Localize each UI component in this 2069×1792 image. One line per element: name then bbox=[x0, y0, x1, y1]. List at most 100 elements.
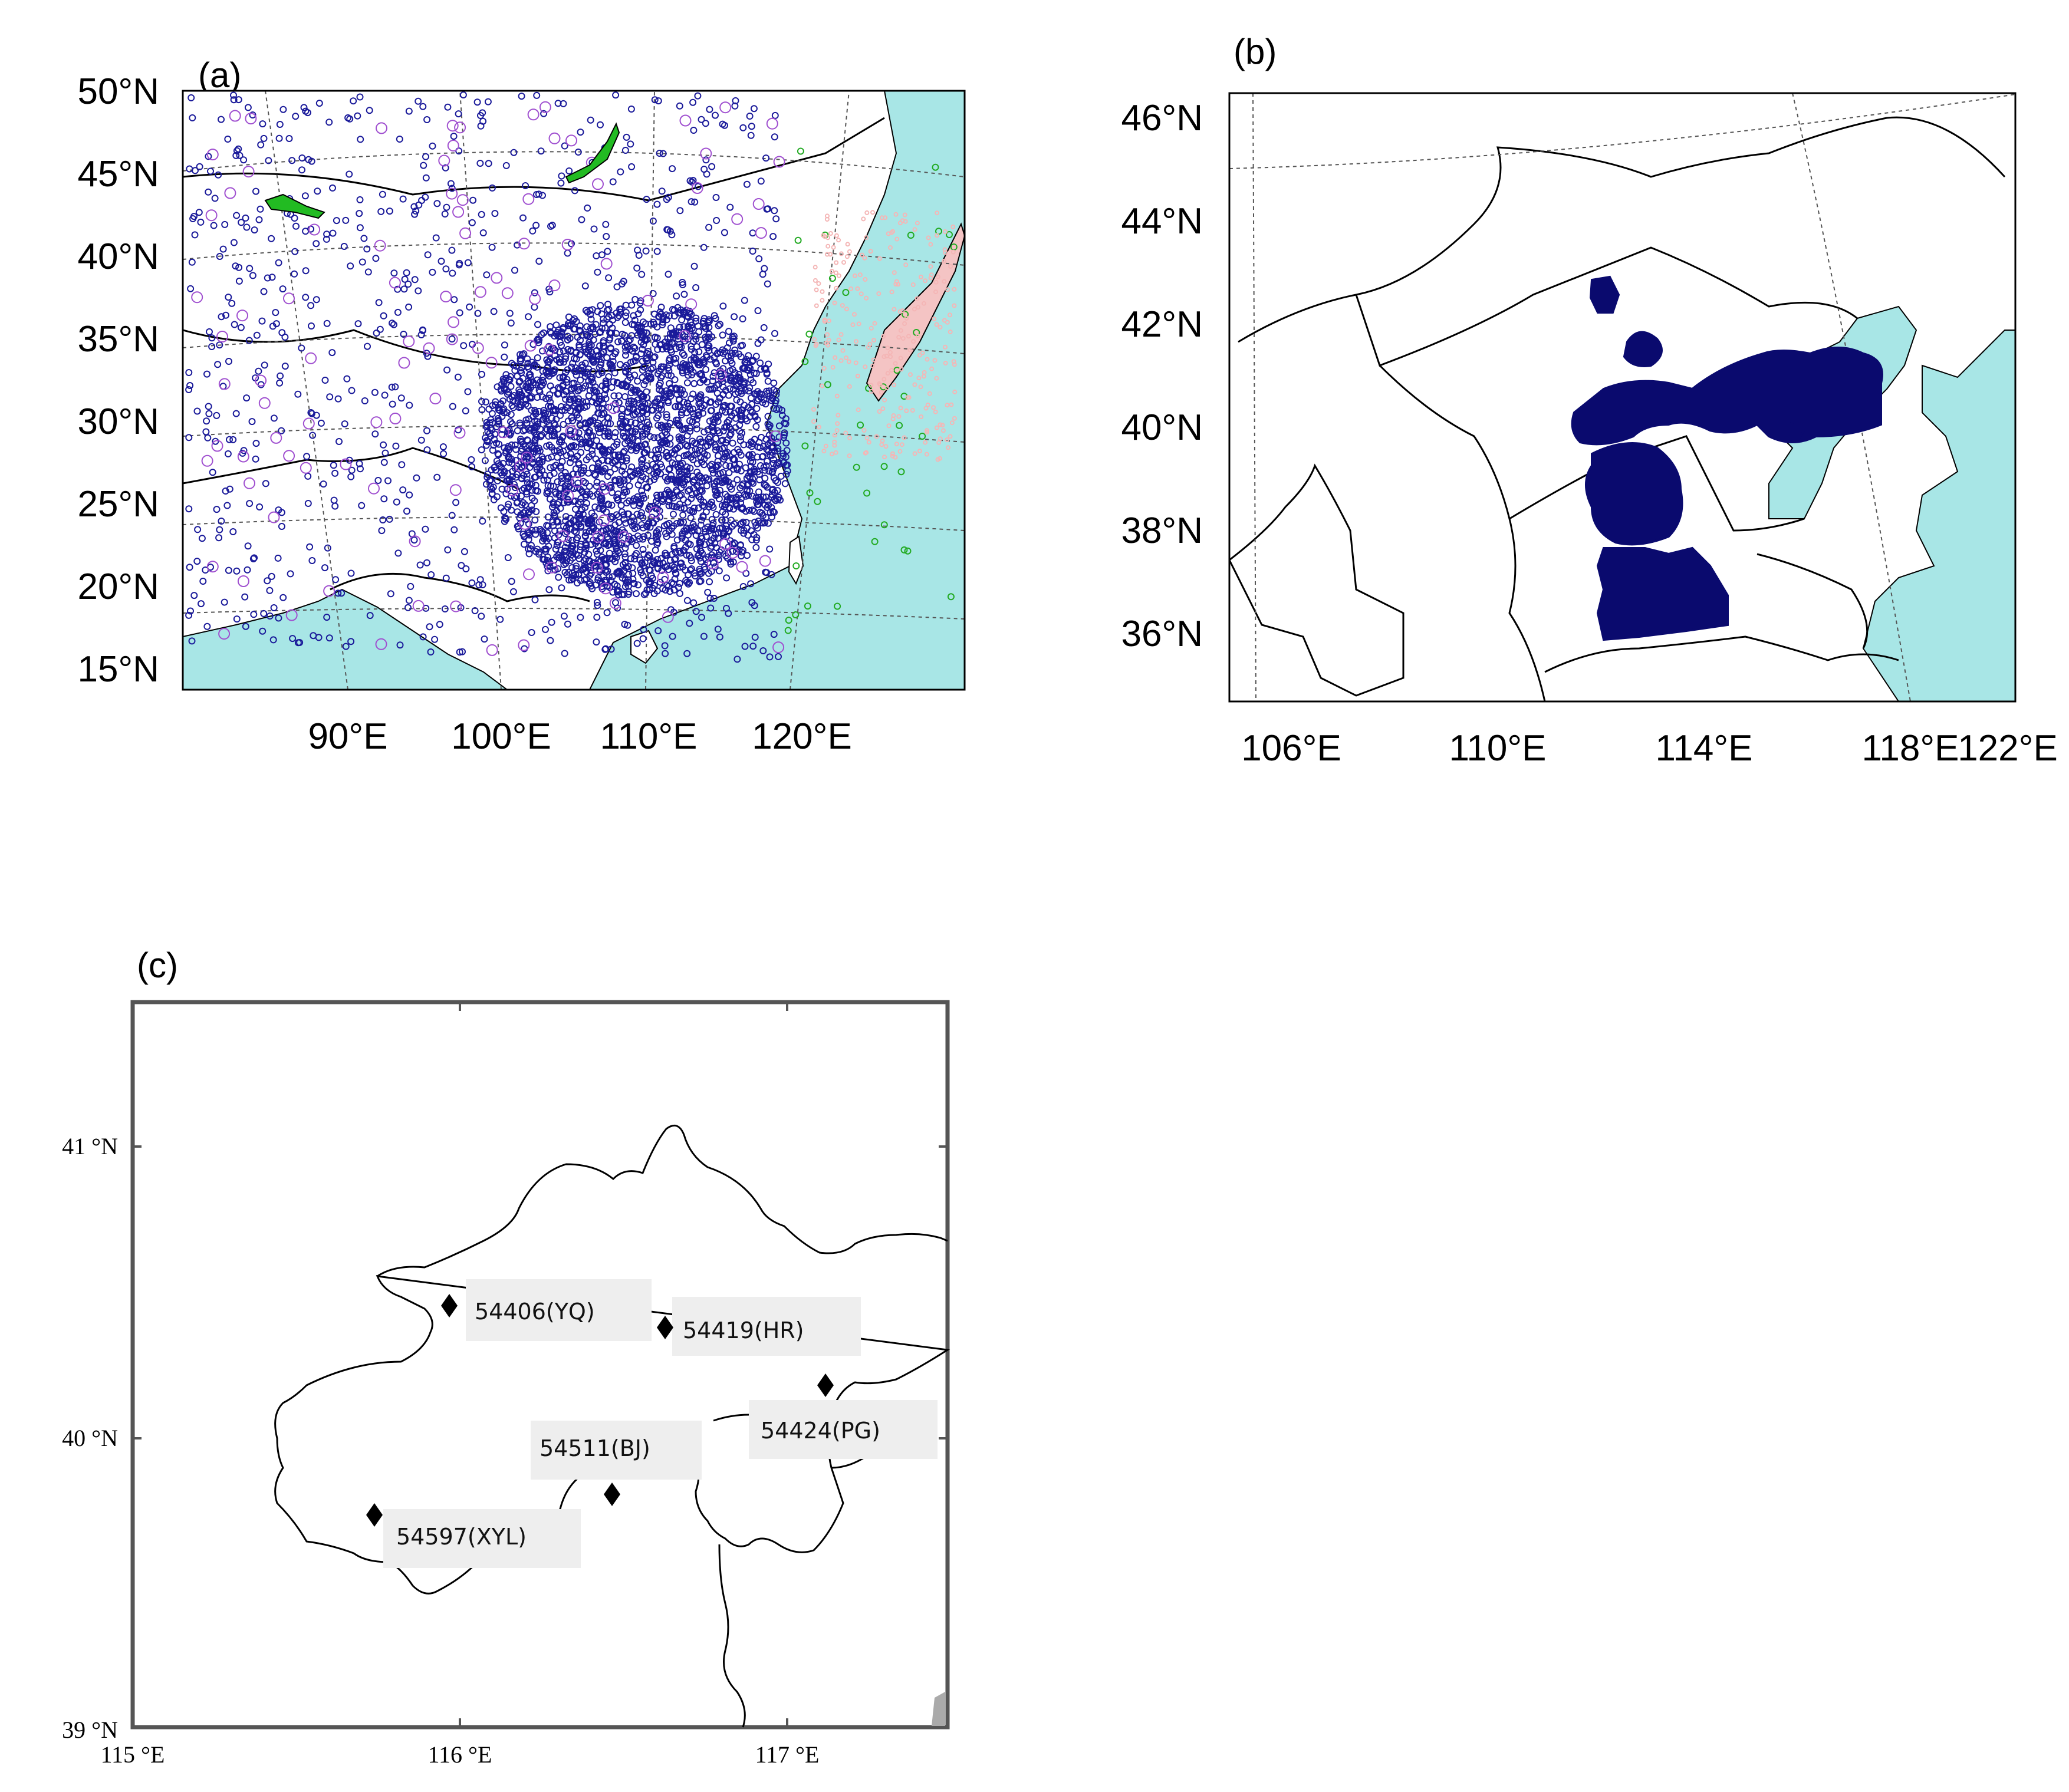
station-marker bbox=[588, 357, 596, 364]
station-marker bbox=[346, 115, 354, 123]
station-marker bbox=[506, 484, 519, 496]
station-marker bbox=[708, 163, 716, 170]
station-marker bbox=[433, 473, 441, 481]
station-marker bbox=[679, 308, 687, 316]
station-marker bbox=[450, 526, 458, 533]
station-marker bbox=[677, 389, 685, 397]
station-marker bbox=[422, 174, 430, 182]
station-marker bbox=[343, 375, 351, 383]
station-marker bbox=[847, 384, 852, 389]
station-marker bbox=[880, 463, 888, 470]
station-marker bbox=[544, 410, 551, 418]
station-marker bbox=[634, 396, 642, 404]
station-marker bbox=[869, 325, 874, 331]
station-marker bbox=[696, 554, 703, 562]
panel-a-frame bbox=[182, 90, 966, 691]
station-marker bbox=[323, 614, 331, 621]
station-marker bbox=[651, 334, 659, 341]
station-marker bbox=[833, 355, 838, 360]
station-marker bbox=[501, 514, 509, 522]
station-marker bbox=[880, 406, 886, 411]
station-label: 54424(PG) bbox=[761, 1418, 880, 1444]
station-marker bbox=[794, 236, 802, 244]
station-marker bbox=[693, 421, 700, 429]
station-marker bbox=[671, 376, 679, 384]
station-marker bbox=[523, 475, 531, 483]
station-marker bbox=[771, 207, 778, 215]
station-marker bbox=[907, 232, 915, 239]
station-marker bbox=[657, 304, 665, 311]
station-marker bbox=[323, 319, 331, 327]
station-marker bbox=[548, 222, 556, 229]
station-marker bbox=[619, 492, 627, 500]
station-marker bbox=[585, 346, 593, 354]
station-marker bbox=[219, 245, 227, 253]
station-marker bbox=[589, 492, 597, 500]
station-marker bbox=[709, 377, 716, 385]
station-marker bbox=[608, 312, 616, 319]
station-marker bbox=[266, 587, 274, 594]
station-marker bbox=[727, 560, 735, 568]
station-marker bbox=[629, 564, 636, 572]
station-marker bbox=[940, 423, 945, 428]
station-marker bbox=[928, 242, 933, 247]
station-marker bbox=[484, 98, 492, 106]
station-marker bbox=[642, 295, 654, 307]
station-marker bbox=[921, 374, 926, 379]
station-marker bbox=[598, 251, 606, 259]
station-marker bbox=[935, 210, 940, 216]
station-marker bbox=[477, 112, 484, 119]
station-marker bbox=[358, 258, 366, 266]
station-marker bbox=[737, 452, 745, 459]
station-marker bbox=[929, 272, 934, 278]
station-marker bbox=[506, 309, 514, 317]
station-marker bbox=[203, 417, 210, 425]
station-marker bbox=[665, 193, 672, 201]
station-marker bbox=[620, 278, 627, 285]
station-marker bbox=[591, 561, 603, 574]
station-marker bbox=[560, 374, 567, 381]
station-marker bbox=[755, 501, 762, 508]
station-marker bbox=[190, 213, 198, 220]
station-marker bbox=[491, 210, 499, 218]
station-marker bbox=[697, 454, 705, 462]
station-marker bbox=[741, 643, 749, 650]
lat-tick: 38°N bbox=[1121, 510, 1203, 551]
station-marker bbox=[486, 644, 498, 656]
station-marker bbox=[492, 398, 499, 406]
station-marker bbox=[216, 341, 223, 349]
station-marker bbox=[672, 548, 679, 556]
station-marker bbox=[535, 444, 542, 452]
station-marker bbox=[691, 182, 703, 194]
station-marker bbox=[726, 409, 734, 416]
station-marker bbox=[782, 415, 790, 423]
station-marker bbox=[342, 216, 350, 224]
station-marker bbox=[621, 393, 629, 400]
station-marker bbox=[423, 427, 430, 434]
station-marker bbox=[614, 338, 622, 345]
station-marker bbox=[279, 106, 287, 113]
station-marker bbox=[888, 354, 893, 360]
station-marker bbox=[669, 306, 676, 313]
station-marker bbox=[883, 215, 888, 220]
station-marker bbox=[429, 142, 436, 150]
station-marker bbox=[653, 528, 660, 535]
station-marker bbox=[845, 242, 850, 247]
station-marker bbox=[544, 489, 552, 496]
station-marker bbox=[706, 417, 713, 425]
station-marker bbox=[743, 487, 751, 495]
station-marker bbox=[943, 361, 948, 366]
lon-tick: 106°E bbox=[1241, 728, 1341, 769]
station-marker bbox=[765, 423, 773, 431]
lat-tick: 40°N bbox=[77, 236, 159, 277]
observation-stations bbox=[185, 91, 958, 663]
station-marker bbox=[633, 353, 640, 360]
station-marker bbox=[770, 631, 778, 638]
station-marker bbox=[501, 341, 508, 349]
lat-tick: 20°N bbox=[77, 566, 159, 607]
station-marker bbox=[626, 336, 634, 344]
station-marker bbox=[232, 262, 239, 270]
station-marker bbox=[649, 364, 657, 371]
station-marker bbox=[724, 419, 732, 427]
station-marker bbox=[667, 324, 675, 332]
